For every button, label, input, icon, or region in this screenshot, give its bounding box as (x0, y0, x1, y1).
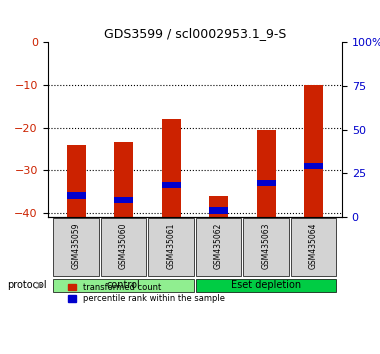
Bar (66, 144, 86, 217)
Text: control: control (107, 280, 140, 290)
Text: GSM435062: GSM435062 (214, 223, 223, 269)
Bar (209, 207, 228, 214)
Bar (304, 85, 323, 217)
Bar (304, 163, 323, 169)
Text: GSM435063: GSM435063 (261, 222, 271, 269)
Bar (114, 197, 133, 203)
FancyBboxPatch shape (101, 218, 146, 276)
FancyBboxPatch shape (196, 218, 241, 276)
FancyBboxPatch shape (53, 218, 99, 276)
Text: protocol: protocol (7, 280, 46, 290)
Bar (256, 130, 276, 217)
Bar (162, 182, 180, 188)
Bar (114, 142, 133, 217)
Text: GSM435059: GSM435059 (71, 222, 81, 269)
Title: GDS3599 / scl0002953.1_9-S: GDS3599 / scl0002953.1_9-S (104, 27, 286, 40)
FancyBboxPatch shape (148, 218, 194, 276)
Text: GSM435061: GSM435061 (166, 223, 176, 269)
Text: Eset depletion: Eset depletion (231, 280, 301, 290)
Text: GSM435060: GSM435060 (119, 222, 128, 269)
FancyBboxPatch shape (196, 279, 336, 292)
Text: GSM435064: GSM435064 (309, 222, 318, 269)
Bar (209, 196, 228, 217)
FancyBboxPatch shape (243, 218, 289, 276)
Bar (256, 180, 276, 186)
Legend: transformed count, percentile rank within the sample: transformed count, percentile rank withi… (66, 281, 227, 305)
Bar (162, 119, 180, 217)
FancyBboxPatch shape (291, 218, 336, 276)
Bar (66, 193, 86, 199)
FancyBboxPatch shape (53, 279, 194, 292)
